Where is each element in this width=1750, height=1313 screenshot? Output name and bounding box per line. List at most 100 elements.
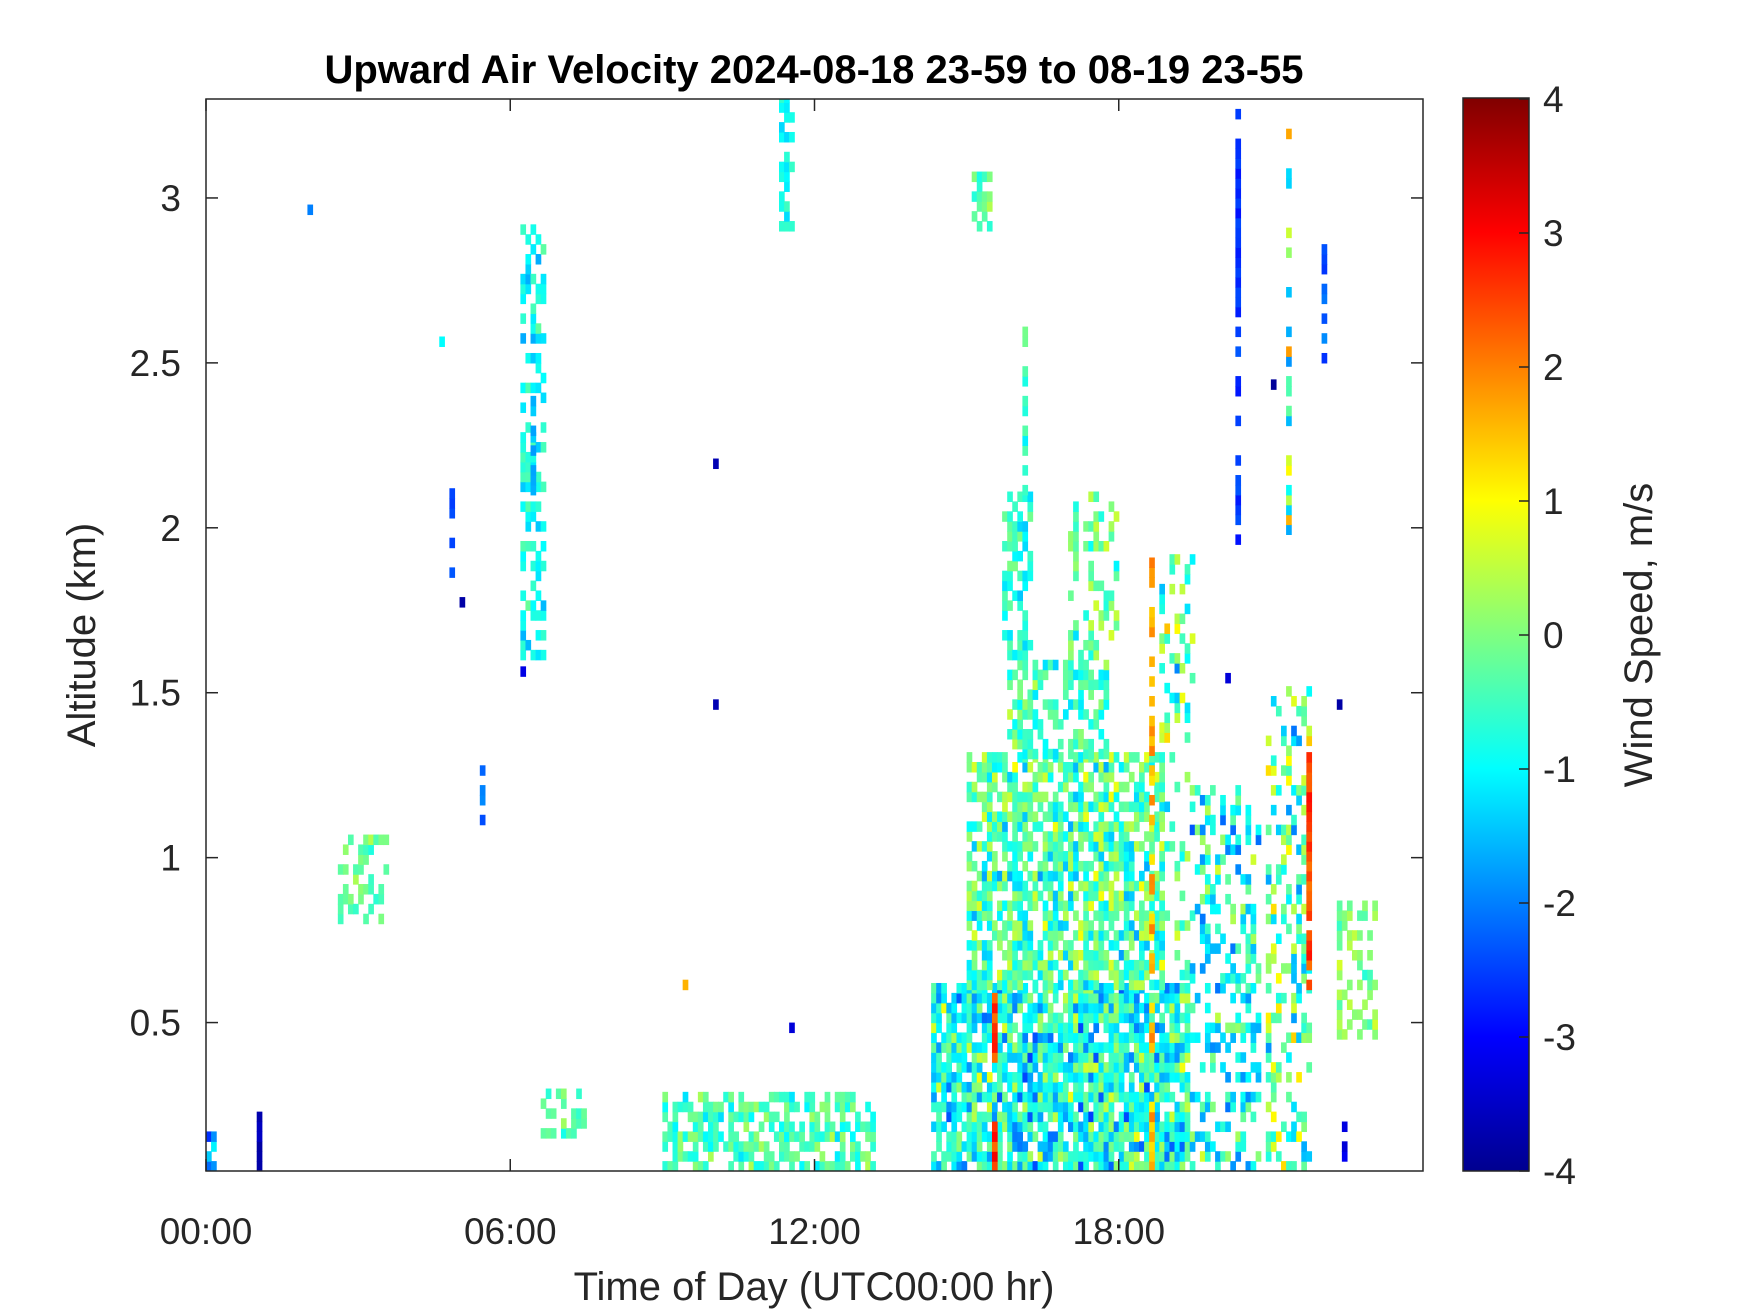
- heatmap-cell: [1245, 963, 1252, 974]
- heatmap-cell: [1184, 573, 1191, 585]
- heatmap-cell: [1047, 1012, 1054, 1024]
- heatmap-cell: [520, 442, 527, 453]
- heatmap-cell: [545, 1088, 552, 1100]
- heatmap-cell: [931, 1161, 937, 1171]
- heatmap-cell: [1184, 771, 1191, 783]
- heatmap-cell: [1037, 1151, 1044, 1162]
- heatmap-cell: [1128, 1151, 1135, 1162]
- heatmap-cell: [1012, 699, 1018, 710]
- heatmap-cell: [728, 1091, 734, 1103]
- heatmap-cell: [1149, 884, 1155, 895]
- heatmap-cell: [1108, 1141, 1115, 1152]
- heatmap-cell: [976, 201, 983, 212]
- heatmap-cell: [1159, 1052, 1165, 1063]
- heatmap-cell: [1017, 1062, 1023, 1073]
- heatmap-cell: [860, 1151, 866, 1162]
- heatmap-cell: [1164, 1111, 1171, 1123]
- heatmap-cell: [535, 521, 542, 532]
- heatmap-cell: [576, 1118, 582, 1129]
- heatmap-cell: [1235, 168, 1242, 179]
- heatmap-cell: [1047, 1002, 1054, 1014]
- heatmap-cell: [1007, 992, 1013, 1004]
- heatmap-cell: [1179, 1131, 1186, 1142]
- heatmap-cell: [1139, 1032, 1145, 1043]
- heatmap-cell: [784, 211, 790, 222]
- heatmap-cell: [1093, 1161, 1100, 1171]
- heatmap-cell: [1073, 630, 1079, 641]
- heatmap-cell: [951, 1002, 958, 1014]
- heatmap-cell: [1068, 1002, 1074, 1014]
- heatmap-cell: [1007, 950, 1013, 961]
- heatmap-cell: [931, 982, 937, 994]
- heatmap-cell: [530, 303, 537, 314]
- heatmap-cell: [1073, 1012, 1079, 1024]
- heatmap-cell: [789, 1121, 795, 1133]
- heatmap-cell: [1149, 775, 1155, 786]
- heatmap-cell: [1194, 864, 1201, 875]
- heatmap-cell: [1306, 851, 1313, 862]
- heatmap-cell: [1083, 610, 1089, 621]
- heatmap-cell: [981, 950, 988, 961]
- heatmap-cell: [1083, 930, 1089, 941]
- heatmap-cell: [1230, 963, 1236, 974]
- heatmap-cell: [971, 1101, 978, 1113]
- heatmap-cell: [1235, 306, 1242, 318]
- heatmap-cell: [1159, 1091, 1165, 1103]
- heatmap-cell: [971, 1131, 978, 1142]
- heatmap-cell: [1108, 1151, 1115, 1162]
- heatmap-cell: [1108, 1131, 1115, 1142]
- heatmap-cell: [1113, 959, 1120, 971]
- heatmap-cell: [1062, 831, 1069, 842]
- heatmap-cell: [1128, 1111, 1135, 1123]
- heatmap-cell: [1184, 712, 1191, 724]
- heatmap-cell: [1098, 610, 1105, 621]
- heatmap-cell: [1088, 781, 1094, 793]
- heatmap-cell: [1270, 953, 1277, 964]
- heatmap-cell: [738, 1091, 745, 1103]
- heatmap-cell: [1083, 811, 1089, 822]
- heatmap-cell: [1042, 1121, 1049, 1133]
- heatmap-cell: [1022, 801, 1029, 813]
- heatmap-cell: [1250, 1091, 1257, 1103]
- heatmap-cell: [1078, 979, 1084, 991]
- heatmap-cell: [829, 1121, 836, 1133]
- heatmap-cell: [1174, 1002, 1181, 1014]
- heatmap-cell: [1291, 943, 1297, 954]
- heatmap-cell: [991, 752, 998, 763]
- heatmap-cell: [1002, 920, 1008, 931]
- heatmap-cell: [1093, 511, 1100, 522]
- heatmap-cell: [525, 422, 532, 433]
- heatmap-cell: [971, 969, 978, 981]
- heatmap-cell: [997, 1042, 1003, 1053]
- heatmap-cell: [1159, 851, 1165, 862]
- heatmap-cell: [1123, 950, 1130, 961]
- heatmap-cell: [1154, 870, 1160, 882]
- heatmap-cell: [1179, 1161, 1186, 1171]
- heatmap-cell: [530, 649, 537, 661]
- heatmap-cell: [1133, 752, 1140, 763]
- heatmap-cell: [763, 1141, 770, 1152]
- heatmap-cell: [1108, 1081, 1115, 1093]
- heatmap-cell: [1286, 893, 1292, 905]
- heatmap-cell: [966, 1002, 973, 1014]
- heatmap-cell: [1108, 959, 1115, 971]
- heatmap-cell: [1052, 1072, 1059, 1083]
- heatmap-cell: [535, 442, 542, 453]
- heatmap-cell: [1042, 738, 1049, 750]
- heatmap-cell: [1275, 785, 1282, 796]
- heatmap-cell: [1240, 923, 1247, 935]
- heatmap-cell: [1220, 982, 1226, 994]
- heatmap-cell: [1164, 1062, 1171, 1073]
- heatmap-cell: [976, 1151, 983, 1162]
- heatmap-cell: [986, 191, 993, 202]
- heatmap-cell: [1184, 1012, 1191, 1024]
- heatmap-cell: [1235, 178, 1242, 189]
- heatmap-cell: [1199, 1131, 1206, 1142]
- heatmap-cell: [1002, 580, 1008, 592]
- heatmap-cell: [1179, 890, 1186, 902]
- heatmap-cell: [1286, 755, 1292, 766]
- heatmap-cell: [779, 221, 785, 232]
- heatmap-cell: [520, 382, 527, 394]
- heatmap-cell: [1149, 606, 1155, 618]
- heatmap-cell: [981, 1072, 988, 1083]
